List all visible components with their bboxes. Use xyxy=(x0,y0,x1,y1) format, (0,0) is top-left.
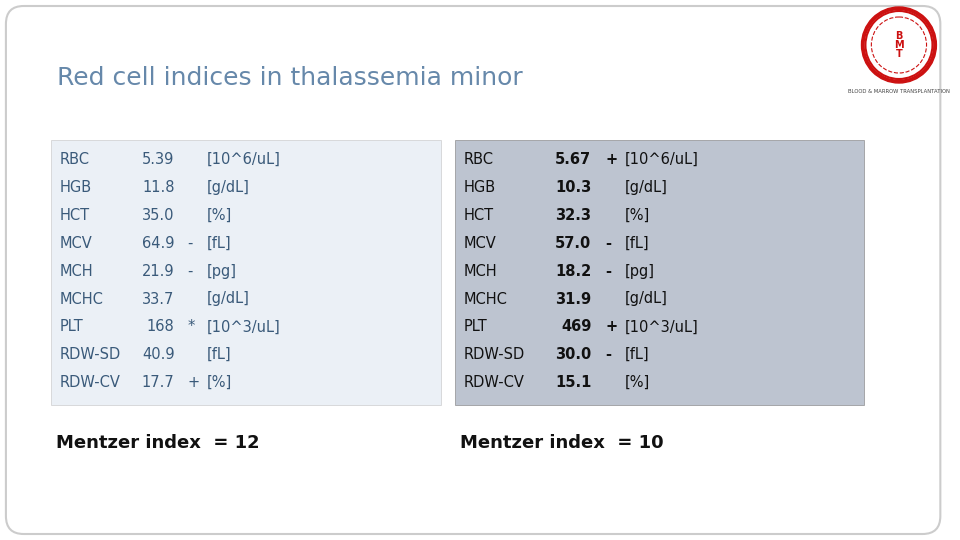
Text: *: * xyxy=(187,319,195,334)
Text: HGB: HGB xyxy=(60,180,91,195)
Text: 5.39: 5.39 xyxy=(142,152,175,167)
Text: 64.9: 64.9 xyxy=(142,236,175,251)
Text: 21.9: 21.9 xyxy=(142,264,175,279)
Text: BLOOD & MARROW TRANSPLANTATION: BLOOD & MARROW TRANSPLANTATION xyxy=(848,89,949,94)
Text: PLT: PLT xyxy=(60,319,83,334)
Text: HGB: HGB xyxy=(464,180,495,195)
Text: MCHC: MCHC xyxy=(60,292,103,307)
Text: MCHC: MCHC xyxy=(464,292,507,307)
Text: PLT: PLT xyxy=(464,319,487,334)
Text: RDW-SD: RDW-SD xyxy=(60,347,120,362)
Text: [pg]: [pg] xyxy=(207,264,237,279)
Text: [fL]: [fL] xyxy=(625,347,650,362)
Text: 40.9: 40.9 xyxy=(142,347,175,362)
Text: [%]: [%] xyxy=(207,375,232,390)
Text: -: - xyxy=(605,264,612,279)
Text: -: - xyxy=(187,264,193,279)
Text: Mentzer index  = 10: Mentzer index = 10 xyxy=(460,434,664,452)
Text: 35.0: 35.0 xyxy=(142,208,175,223)
Text: 469: 469 xyxy=(561,319,591,334)
Text: 31.9: 31.9 xyxy=(555,292,591,307)
FancyBboxPatch shape xyxy=(51,140,441,405)
Text: [g/dL]: [g/dL] xyxy=(625,292,668,307)
Text: [%]: [%] xyxy=(625,208,650,223)
Text: RDW-CV: RDW-CV xyxy=(60,375,120,390)
Text: 18.2: 18.2 xyxy=(555,264,591,279)
Text: +: + xyxy=(605,319,617,334)
Text: [g/dL]: [g/dL] xyxy=(207,292,250,307)
Text: B: B xyxy=(896,31,902,41)
Circle shape xyxy=(865,11,932,79)
Text: 32.3: 32.3 xyxy=(556,208,591,223)
Circle shape xyxy=(861,7,936,83)
Text: 15.1: 15.1 xyxy=(555,375,591,390)
Text: 33.7: 33.7 xyxy=(142,292,175,307)
Text: M: M xyxy=(894,40,903,50)
Text: HCT: HCT xyxy=(464,208,493,223)
Text: [g/dL]: [g/dL] xyxy=(625,180,668,195)
Text: MCH: MCH xyxy=(60,264,93,279)
Text: T: T xyxy=(896,49,902,59)
Text: RDW-CV: RDW-CV xyxy=(464,375,524,390)
Text: RDW-SD: RDW-SD xyxy=(464,347,524,362)
Text: MCH: MCH xyxy=(464,264,497,279)
Text: HCT: HCT xyxy=(60,208,89,223)
Text: [pg]: [pg] xyxy=(625,264,655,279)
Text: Red cell indices in thalassemia minor: Red cell indices in thalassemia minor xyxy=(58,66,523,90)
Text: +: + xyxy=(605,152,617,167)
Text: -: - xyxy=(605,236,612,251)
Text: [g/dL]: [g/dL] xyxy=(207,180,250,195)
Text: RBC: RBC xyxy=(60,152,89,167)
Text: -: - xyxy=(605,347,612,362)
Text: [10^6/uL]: [10^6/uL] xyxy=(625,152,699,167)
FancyBboxPatch shape xyxy=(455,140,864,405)
Text: 30.0: 30.0 xyxy=(555,347,591,362)
Text: [fL]: [fL] xyxy=(207,347,231,362)
Text: -: - xyxy=(187,236,193,251)
Text: MCV: MCV xyxy=(464,236,496,251)
Text: 11.8: 11.8 xyxy=(142,180,175,195)
Text: [10^3/uL]: [10^3/uL] xyxy=(207,319,280,334)
Text: 168: 168 xyxy=(147,319,175,334)
Text: MCV: MCV xyxy=(60,236,92,251)
Text: [%]: [%] xyxy=(625,375,650,390)
Text: 10.3: 10.3 xyxy=(555,180,591,195)
Text: +: + xyxy=(187,375,200,390)
Text: 17.7: 17.7 xyxy=(142,375,175,390)
Text: Mentzer index  = 12: Mentzer index = 12 xyxy=(57,434,260,452)
Text: 57.0: 57.0 xyxy=(555,236,591,251)
Text: RBC: RBC xyxy=(464,152,493,167)
Text: [10^6/uL]: [10^6/uL] xyxy=(207,152,281,167)
Text: [%]: [%] xyxy=(207,208,232,223)
FancyBboxPatch shape xyxy=(6,6,941,534)
Text: [10^3/uL]: [10^3/uL] xyxy=(625,319,699,334)
Text: [fL]: [fL] xyxy=(625,236,650,251)
Text: [fL]: [fL] xyxy=(207,236,231,251)
Text: 5.67: 5.67 xyxy=(555,152,591,167)
